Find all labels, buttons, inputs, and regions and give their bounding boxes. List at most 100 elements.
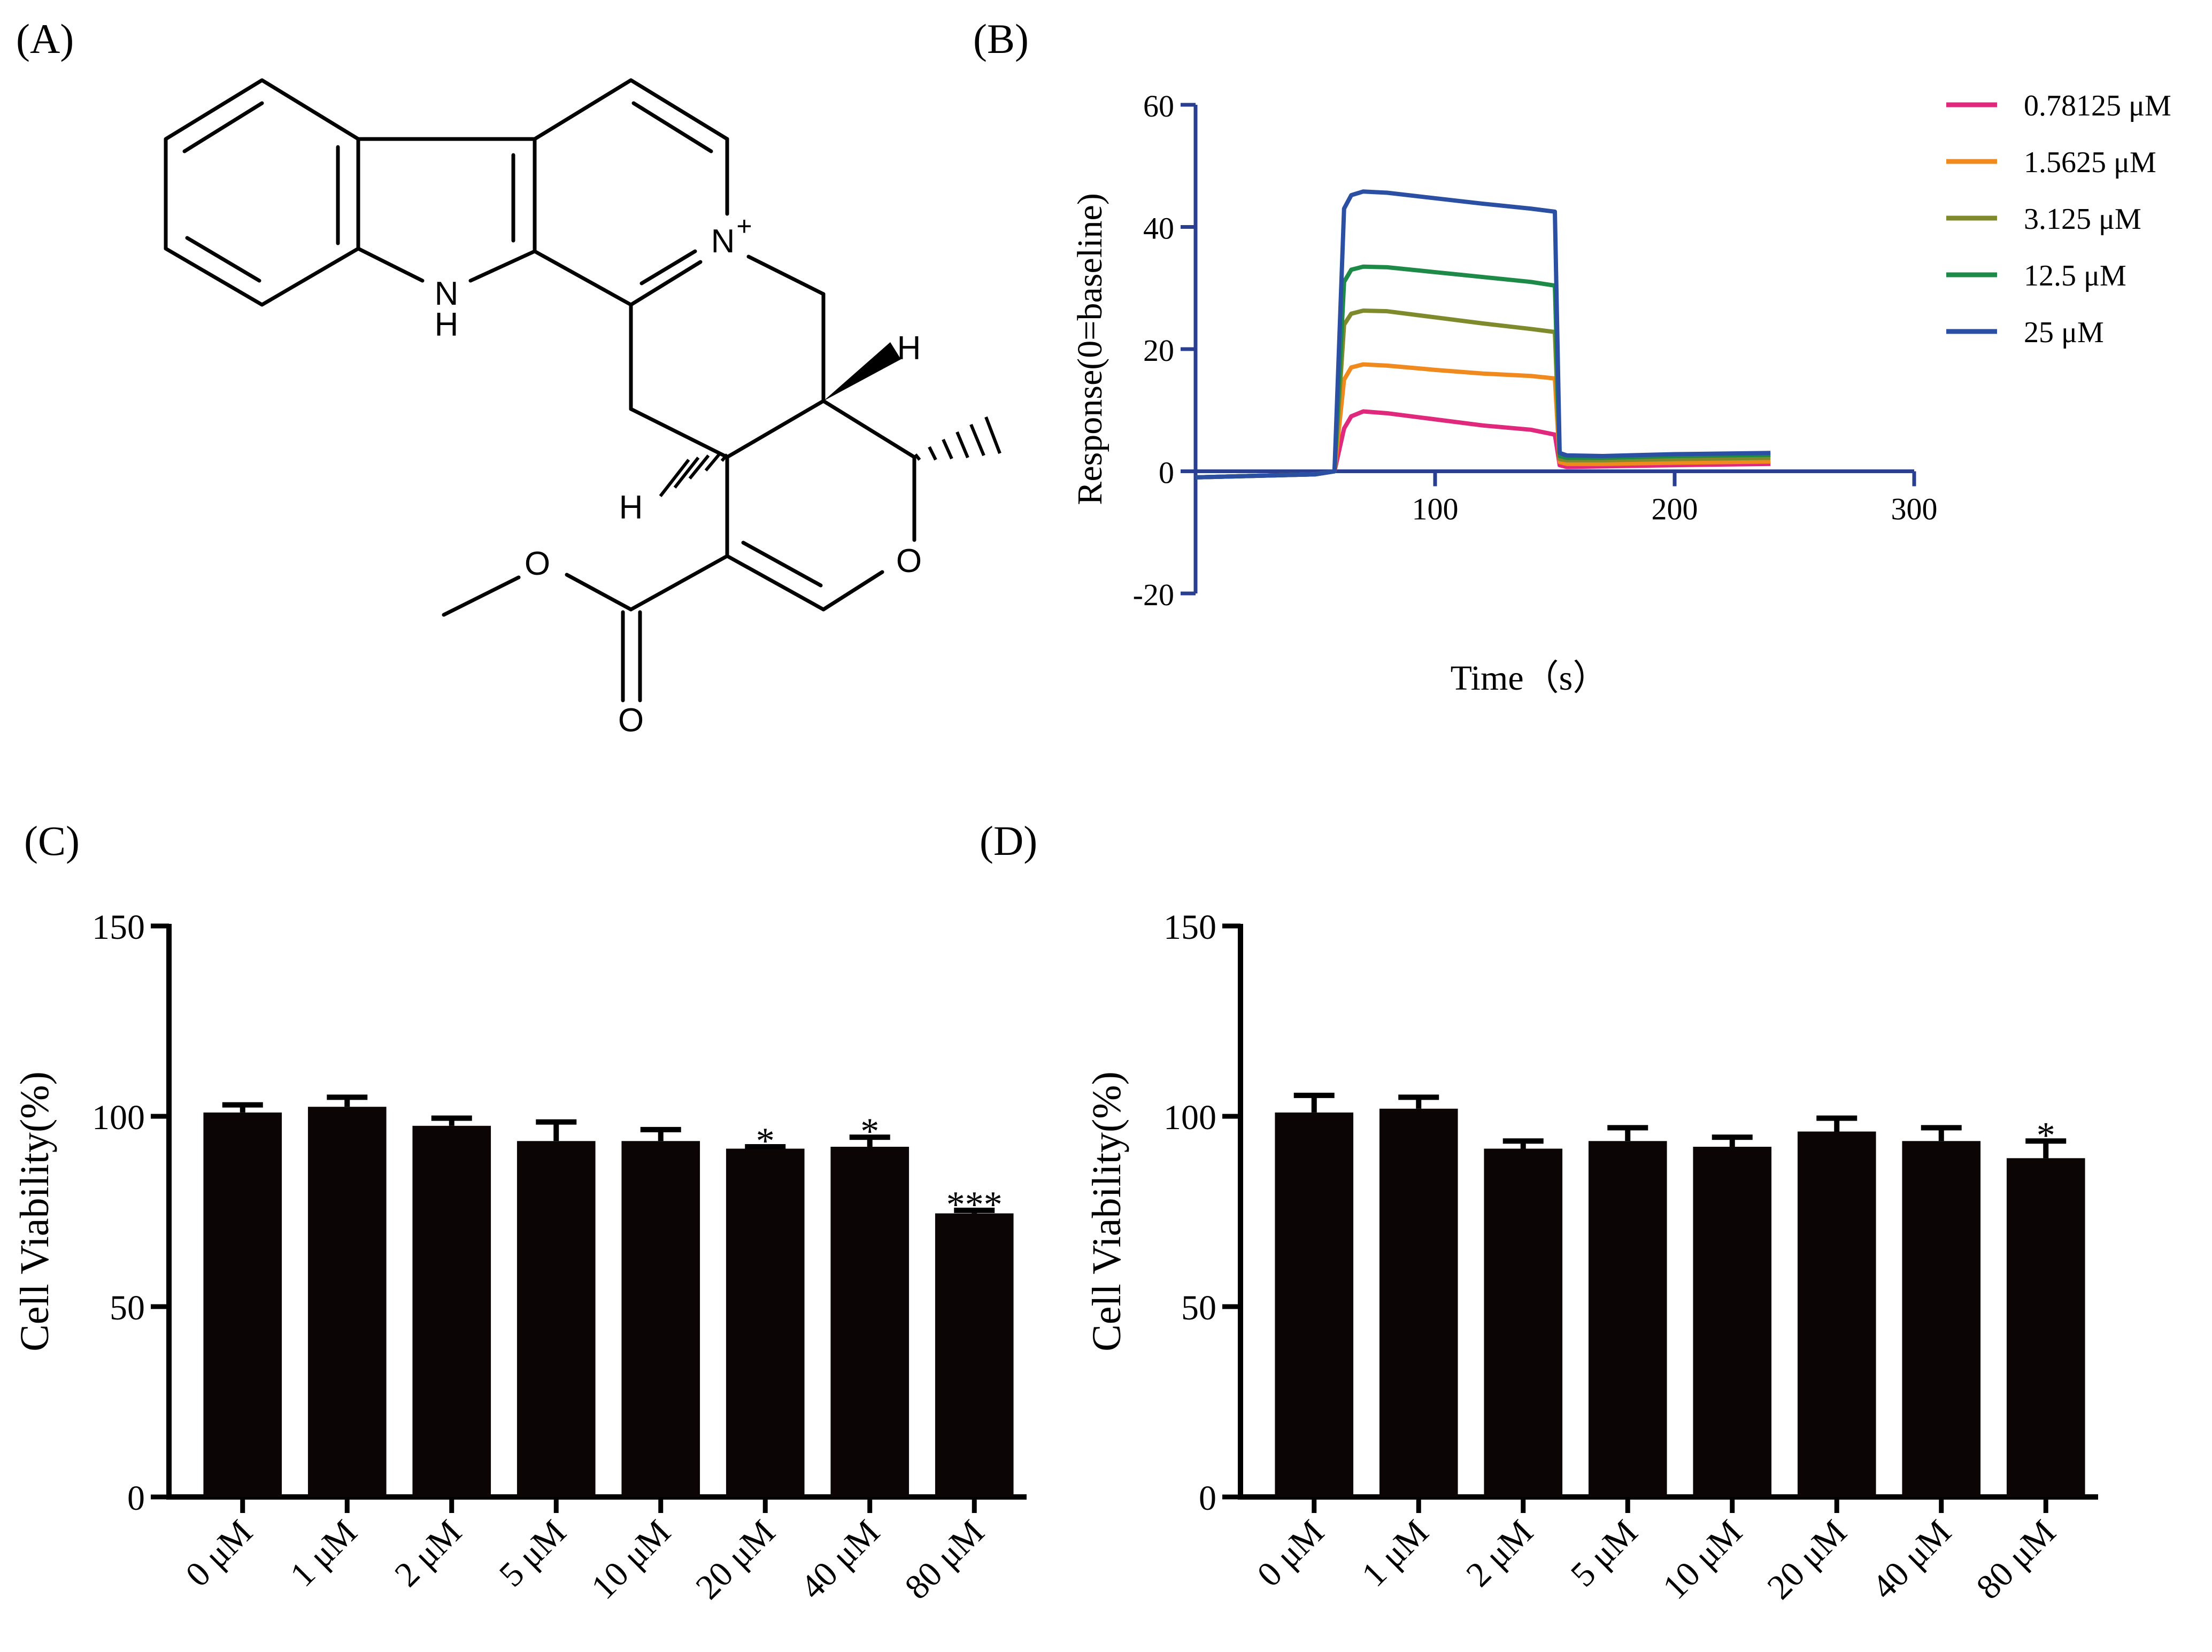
hash-bond [688,454,710,480]
d-bar [1484,1148,1563,1497]
panel-label-a: (A) [16,16,74,62]
bond [629,260,703,307]
hash-bond [928,446,937,461]
d-significance-mark: * [2037,1115,2055,1156]
hash-bond [942,438,953,460]
c-x-tick-label: 40 μM [793,1512,887,1607]
c-bar [935,1213,1014,1497]
d-x-tick-label: 40 μM [1864,1512,1959,1607]
panel-label-b: (B) [973,16,1029,62]
c-x-tick-label: 20 μM [688,1512,782,1607]
atom-label-o-carbonyl: O [618,702,644,739]
hash-bond [659,459,690,497]
b-y-tick-label: 20 [1143,333,1174,368]
c-y-tick-label: 50 [110,1288,145,1327]
bond [746,254,826,296]
benzene-double-bond [182,101,264,153]
c-x-tick-label: 10 μM [584,1512,678,1607]
bond [442,575,521,617]
c-bar [307,1107,387,1497]
d-y-axis-title: Cell Viability(%) [1084,1071,1129,1352]
bond [533,249,633,307]
b-legend-label: 1.5625 μM [2024,146,2156,179]
d-x-tick-label: 1 μM [1354,1512,1436,1594]
b-x-axis-title: Time（s） [1451,659,1608,698]
d-y-tick-label: 50 [1181,1288,1216,1327]
d-x-tick-label: 5 μM [1563,1512,1645,1594]
hash-bond [914,453,921,461]
d-bar [1902,1141,1981,1497]
benzene-double-bond [185,236,261,283]
c-x-tick-label: 1 μM [283,1512,365,1594]
hash-bond [984,416,1001,454]
d-y-tick-label: 100 [1163,1098,1216,1137]
d-bar [1797,1131,1876,1497]
atom-label-n-plus: N [711,223,735,260]
atom-label-n: N [435,275,459,312]
d-x-tick-label: 20 μM [1760,1512,1854,1607]
c-x-tick-label: 2 μM [387,1512,469,1594]
d-x-tick-label: 80 μM [1969,1512,2063,1607]
wedge-bond [823,342,901,401]
b-legend-label: 0.78125 μM [2024,89,2171,122]
c-y-axis-title: Cell Viability(%) [12,1071,57,1352]
charge-plus: + [736,211,752,241]
bond [725,554,826,612]
d-bar [2006,1158,2085,1497]
b-series-line-4 [1195,189,1771,480]
b-x-tick-label: 300 [1891,492,1938,527]
c-significance-mark: *** [946,1184,1003,1225]
atom-label-h-lower: H [619,489,643,526]
panel-label-c: (C) [24,817,80,864]
d-bar [1693,1146,1772,1497]
c-x-tick-label: 80 μM [897,1512,991,1607]
hash-bond [673,457,700,489]
panel-label-d: (D) [980,817,1038,864]
atom-label-h-upper: H [897,330,921,367]
d-y-tick-label: 0 [1199,1479,1216,1518]
d-bar [1588,1141,1667,1497]
d-x-tick-label: 0 μM [1250,1512,1331,1594]
bond [533,78,633,141]
b-y-tick-label: 40 [1143,211,1174,246]
c-significance-mark: * [860,1111,879,1152]
hash-bond [720,453,729,462]
bond [725,399,826,459]
c-bar [830,1146,910,1497]
b-y-tick-label: -20 [1133,577,1174,612]
b-series-line-0 [1195,409,1771,480]
enol-double-bond [741,541,823,588]
pyridine-double-bond [639,249,697,285]
b-x-tick-label: 100 [1412,492,1459,527]
c-bar [621,1141,700,1497]
c-bar [203,1112,282,1497]
c-y-tick-label: 150 [92,908,145,947]
bond [629,407,729,459]
c-bar [517,1141,596,1497]
b-y-axis-title: Response(0=baseline) [1070,193,1109,505]
b-legend-label: 12.5 μM [2024,259,2126,292]
c-significance-mark: * [756,1121,775,1162]
b-legend-label: 3.125 μM [2024,203,2141,236]
atom-label-o-ester: O [525,545,550,582]
d-x-tick-label: 2 μM [1459,1512,1540,1594]
c-y-tick-label: 100 [92,1098,145,1137]
bond [468,249,537,283]
bond [356,246,425,283]
b-x-tick-label: 200 [1652,492,1698,527]
c-x-tick-label: 5 μM [492,1512,574,1594]
atom-label-h: H [435,306,459,343]
d-y-tick-label: 150 [1163,908,1216,947]
bond [565,573,633,612]
b-legend-label: 25 μM [2024,316,2104,349]
bond [821,399,916,459]
b-y-tick-label: 60 [1143,89,1174,123]
c-bar [726,1148,805,1497]
bond [821,570,884,612]
pyridine-double-bond [631,101,713,153]
d-bar [1275,1112,1354,1497]
bond [629,554,729,612]
hash-bond [955,431,969,459]
